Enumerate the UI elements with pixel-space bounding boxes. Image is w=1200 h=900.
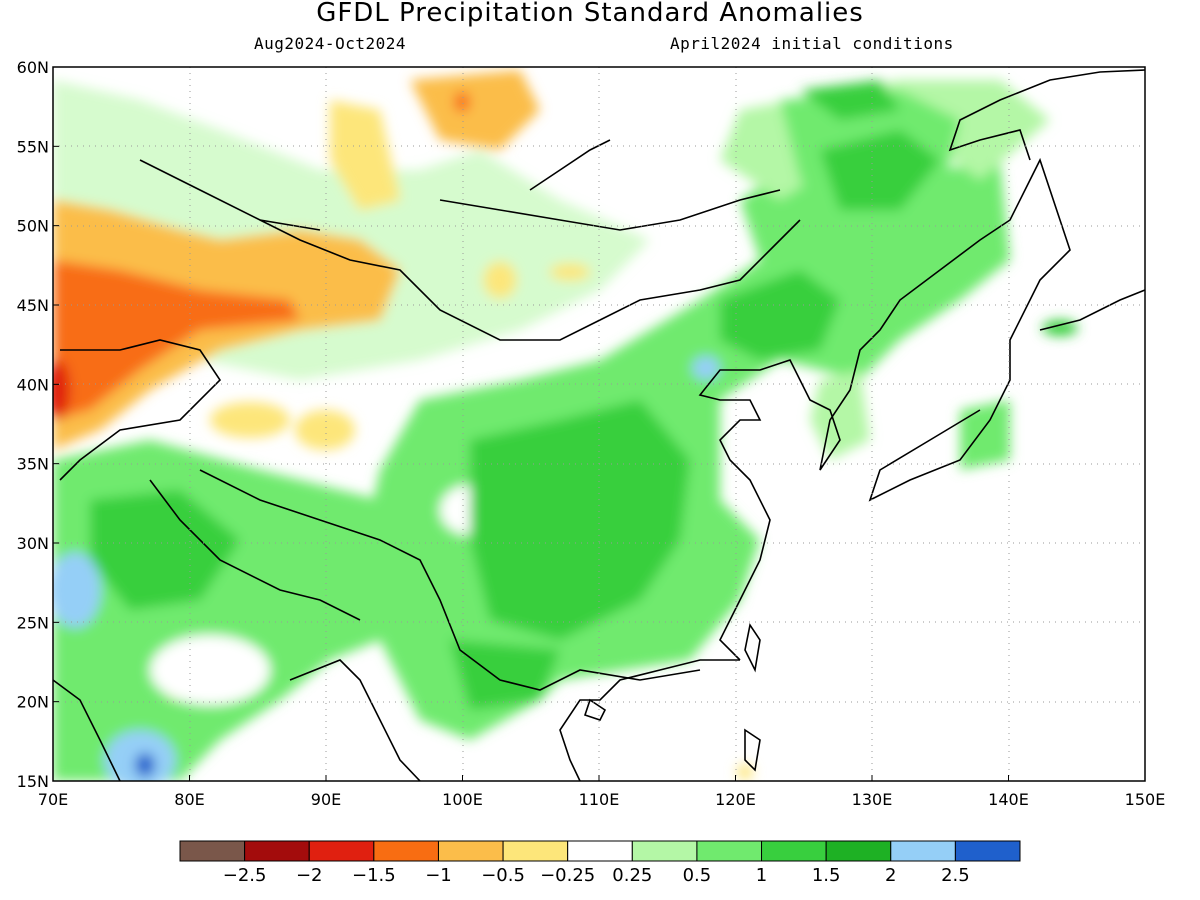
- lon-tick-label: 110E: [579, 790, 620, 809]
- colorbar-swatch: [308, 840, 375, 862]
- region-japan-wet: [960, 400, 1010, 470]
- colorbar-swatch: [244, 840, 310, 862]
- lat-tick-label: 45N: [17, 296, 49, 315]
- colorbar-swatch: [567, 840, 633, 862]
- lat-tick-label: 35N: [17, 455, 49, 474]
- lon-tick-label: 120E: [715, 790, 756, 809]
- colorbar-label: 2: [885, 865, 896, 886]
- region-north-dry: [410, 70, 540, 150]
- region-indochina-wet-core: [450, 640, 560, 710]
- colorbar-label: 1.5: [812, 865, 841, 886]
- lon-tick-label: 150E: [1125, 790, 1166, 809]
- region-tarim-dry: [210, 402, 290, 438]
- lat-tick-label: 25N: [17, 613, 49, 632]
- lon-tick-label: 100E: [442, 790, 483, 809]
- region-hokkaido-wet: [1042, 320, 1078, 336]
- region-manchuria-wet-core: [720, 270, 840, 360]
- coastlines: [53, 69, 1145, 781]
- region-arabian-sea-very-wet: [53, 552, 101, 628]
- colorbar-label: −2: [296, 865, 323, 886]
- lat-tick-label: 15N: [17, 772, 49, 791]
- colorbar-label: 2.5: [941, 865, 970, 886]
- colorbar-swatch: [631, 840, 698, 862]
- region-mongolia-dry-2: [550, 264, 590, 280]
- region-korea-wet-light: [810, 370, 870, 460]
- region-south-india-extreme-wet: [135, 753, 155, 777]
- colorbar-label: −1: [425, 865, 452, 886]
- lat-tick-label: 40N: [17, 375, 49, 394]
- colorbar-swatch: [890, 840, 956, 862]
- colorbar-swatch: [761, 840, 827, 862]
- region-philippines-dry: [737, 764, 753, 780]
- colorbar-label: −0.25: [540, 865, 595, 886]
- region-north-india-wet-core: [90, 490, 240, 610]
- lat-tick-label: 55N: [17, 137, 49, 156]
- initial-conditions: April2024 initial conditions: [670, 34, 954, 53]
- colorbar-swatch: [373, 840, 439, 862]
- gridlines: [53, 67, 1145, 781]
- colorbar-swatch: [437, 840, 504, 862]
- region-bohai-very-wet: [692, 356, 720, 380]
- colorbar-swatch: [179, 840, 246, 862]
- region-kazakhstan-dry-strong: [53, 260, 300, 420]
- lon-tick-label: 130E: [852, 790, 893, 809]
- region-tarim-dry-2: [295, 410, 355, 450]
- colorbar-label: −1.5: [352, 865, 396, 886]
- colorbar-swatch: [954, 840, 1021, 862]
- map-title: GFDL Precipitation Standard Anomalies: [316, 0, 864, 28]
- region-okhotsk-wet-core: [800, 80, 900, 120]
- colorbar-label: −2.5: [223, 865, 267, 886]
- lat-tick-label: 60N: [17, 58, 49, 77]
- region-india-neutral: [150, 635, 270, 705]
- colorbar-swatch: [825, 840, 892, 862]
- region-mongolia-dry: [484, 262, 516, 298]
- lon-tick-label: 140E: [988, 790, 1029, 809]
- colorbar-label: 0.25: [612, 865, 652, 886]
- region-west-extreme-dry: [53, 360, 70, 420]
- lat-tick-label: 20N: [17, 693, 49, 712]
- region-kazakhstan-dry: [53, 210, 400, 450]
- colorbar-swatch: [502, 840, 569, 862]
- lon-tick-label: 80E: [174, 790, 204, 809]
- lon-tick-label: 90E: [311, 790, 341, 809]
- region-west-dry: [53, 200, 180, 250]
- anomaly-field: [53, 67, 1145, 781]
- lat-tick-label: 50N: [17, 217, 49, 236]
- forecast-period: Aug2024-Oct2024: [254, 34, 406, 53]
- colorbar-label: −0.5: [481, 865, 525, 886]
- region-north-strong-dry: [454, 92, 470, 112]
- region-south-china-wet-core: [470, 400, 690, 640]
- colorbar-label: 0.5: [683, 865, 712, 886]
- region-amur-wet-core: [820, 130, 940, 210]
- region-north-dry-light: [330, 100, 400, 210]
- lat-tick-label: 30N: [17, 534, 49, 553]
- colorbar-label: 1: [756, 865, 767, 886]
- lon-tick-label: 70E: [38, 790, 68, 809]
- colorbar-swatch: [696, 840, 763, 862]
